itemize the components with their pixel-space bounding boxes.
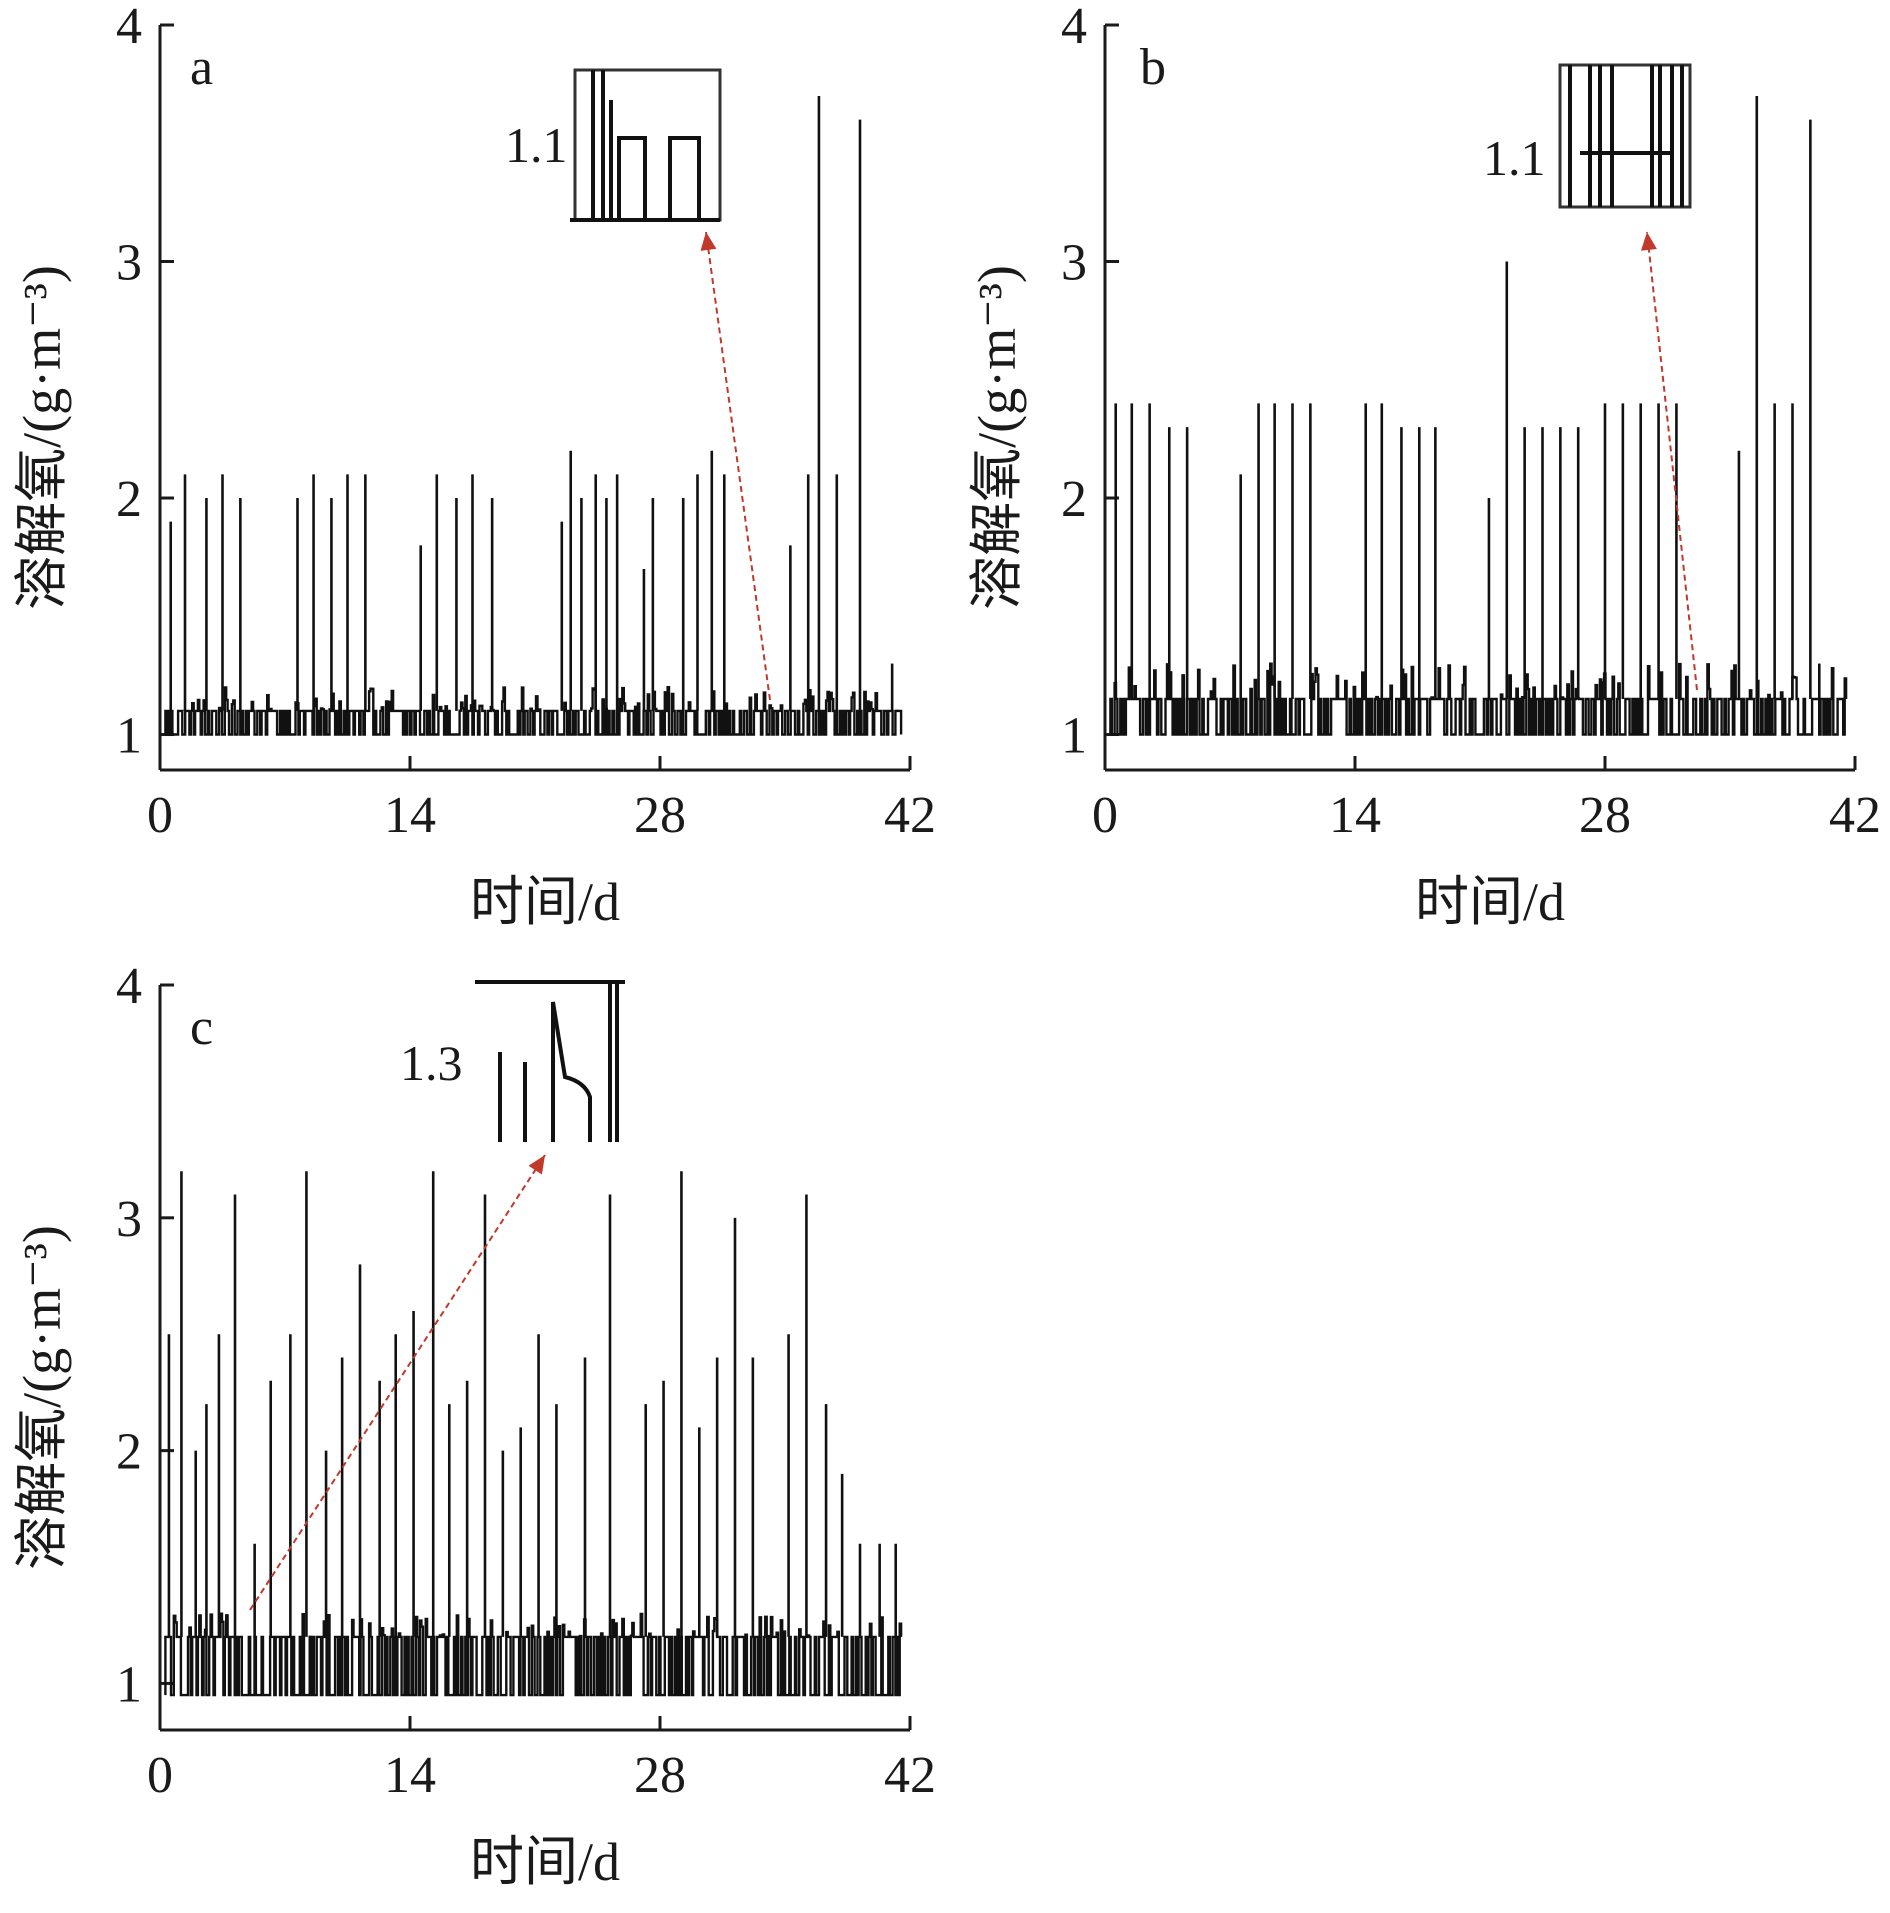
arrow-head-icon [1641,232,1657,251]
chart-panel-c: 1 2 3 4 0 14 28 42 时间/d 溶解氧/(g·m⁻³) c 1.3 [12,958,936,1892]
arrow-head-icon [528,1155,545,1175]
x-axis-title: 时间/d [470,872,620,932]
inset-frame [573,68,722,222]
y-axis-title: 溶解氧/(g·m⁻³) [967,265,1027,610]
y-tick-label: 3 [1061,235,1087,292]
zoom-arrow [1646,231,1698,691]
y-axis-title: 溶解氧/(g·m⁻³) [12,1225,72,1570]
panel-letter: a [190,39,213,96]
x-tick-label: 0 [147,1747,173,1804]
x-tick-label: 42 [884,787,936,844]
x-tick-label: 14 [1329,787,1381,844]
inset-zoom [570,68,722,222]
x-tick-label: 14 [384,1747,436,1804]
inset-value-label: 1.1 [1483,130,1546,186]
zoom-arrow [249,1154,546,1611]
baseline-trace [164,686,903,736]
baseline-trace [1109,662,1848,736]
x-tick-label: 0 [147,787,173,844]
x-axis-title: 时间/d [1415,872,1565,932]
y-tick-label: 4 [1061,0,1087,55]
inset-zoom [475,980,625,1142]
zoom-arrow [705,231,771,701]
inset-trace [498,982,619,1142]
panel-letter: b [1140,39,1166,96]
inset-value-label: 1.3 [400,1035,463,1091]
inset-trace [1568,65,1684,207]
y-axis-title: 溶解氧/(g·m⁻³) [12,265,72,610]
chart-panel-a: 1 2 3 4 0 14 28 42 时间/d 溶解氧/(g·m⁻³) a 1.1 [12,0,936,932]
x-tick-label: 42 [884,1747,936,1804]
y-tick-label: 1 [1061,708,1087,765]
x-tick-label: 28 [1579,787,1631,844]
y-tick-label: 2 [116,1424,142,1481]
inset-zoom [1558,63,1692,209]
x-axis-title: 时间/d [470,1832,620,1892]
y-tick-label: 1 [116,1656,142,1713]
y-tick-label: 2 [116,471,142,528]
x-tick-label: 28 [634,1747,686,1804]
y-tick-label: 3 [116,1191,142,1248]
inset-value-label: 1.1 [505,117,568,173]
arrow-head-icon [700,232,717,251]
x-tick-label: 14 [384,787,436,844]
x-tick-label: 42 [1829,787,1881,844]
inset-frame [475,982,625,1142]
y-tick-label: 3 [116,235,142,292]
baseline-trace [164,1612,903,1697]
x-tick-label: 0 [1092,787,1118,844]
y-tick-label: 4 [116,0,142,55]
chart-panel-b: 1 2 3 4 0 14 28 42 时间/d 溶解氧/(g·m⁻³) b 1.1 [967,0,1881,932]
inset-frame [1558,63,1692,209]
x-tick-label: 28 [634,787,686,844]
y-tick-label: 4 [116,958,142,1015]
y-tick-label: 2 [1061,471,1087,528]
inset-trace [591,70,701,220]
y-tick-label: 1 [116,708,142,765]
panel-letter: c [190,999,213,1056]
